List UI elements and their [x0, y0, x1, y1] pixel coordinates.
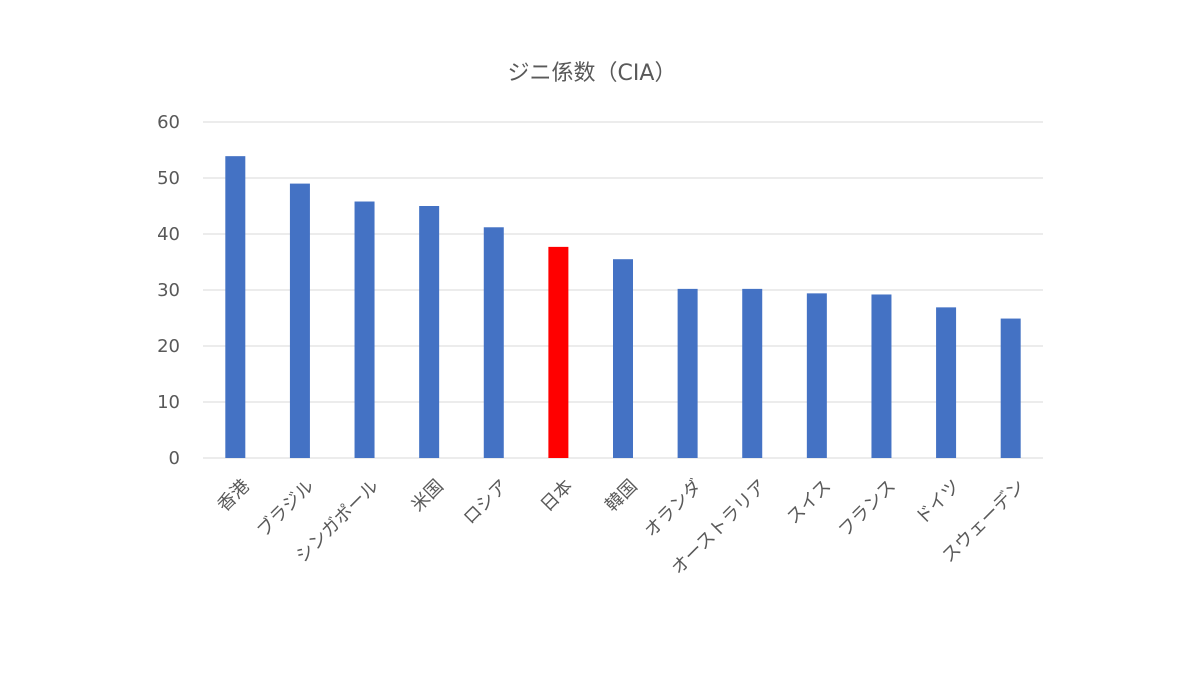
bar-layer — [225, 156, 1021, 458]
bar — [742, 288, 763, 458]
y-tick-label: 30 — [157, 280, 180, 301]
x-category-label: オランダ — [640, 476, 706, 542]
bar — [871, 294, 892, 458]
bar — [225, 156, 246, 458]
y-tick-label: 10 — [157, 392, 180, 413]
bar — [354, 201, 375, 458]
bar — [1000, 318, 1021, 458]
x-category-label: 韓国 — [601, 476, 641, 516]
x-axis-labels: 香港 ブラジルシンガポール 米国 ロシア 日本 韓国オランダオーストラリア スイス フランスド… — [214, 475, 1030, 579]
bar — [483, 227, 504, 458]
chart-title: ジニ係数（CIA） — [508, 61, 677, 86]
x-category-label: ロシア — [459, 476, 512, 529]
bar — [613, 259, 633, 458]
x-category-label: 日本 — [537, 476, 577, 516]
y-tick-label: 0 — [169, 448, 180, 469]
x-category-label: ドイツ — [912, 476, 965, 529]
y-tick-label: 20 — [157, 336, 180, 357]
y-tick-label: 40 — [157, 224, 180, 245]
x-category-label: スイス — [783, 476, 836, 529]
x-category-label: 米国 — [407, 476, 447, 516]
bar — [289, 183, 310, 458]
y-tick-label: 50 — [157, 168, 180, 189]
bar — [806, 293, 827, 458]
x-category-label: 香港 — [214, 476, 254, 516]
x-category-label: フランス — [835, 476, 901, 542]
bar — [419, 206, 440, 458]
bar — [936, 307, 957, 458]
y-axis-ticks: 0 10 20 30 40 50 60 — [157, 112, 180, 469]
bar-highlighted — [548, 246, 569, 458]
y-tick-label: 60 — [157, 112, 180, 133]
x-category-label: ブラジル — [252, 475, 318, 541]
bar — [677, 288, 698, 458]
